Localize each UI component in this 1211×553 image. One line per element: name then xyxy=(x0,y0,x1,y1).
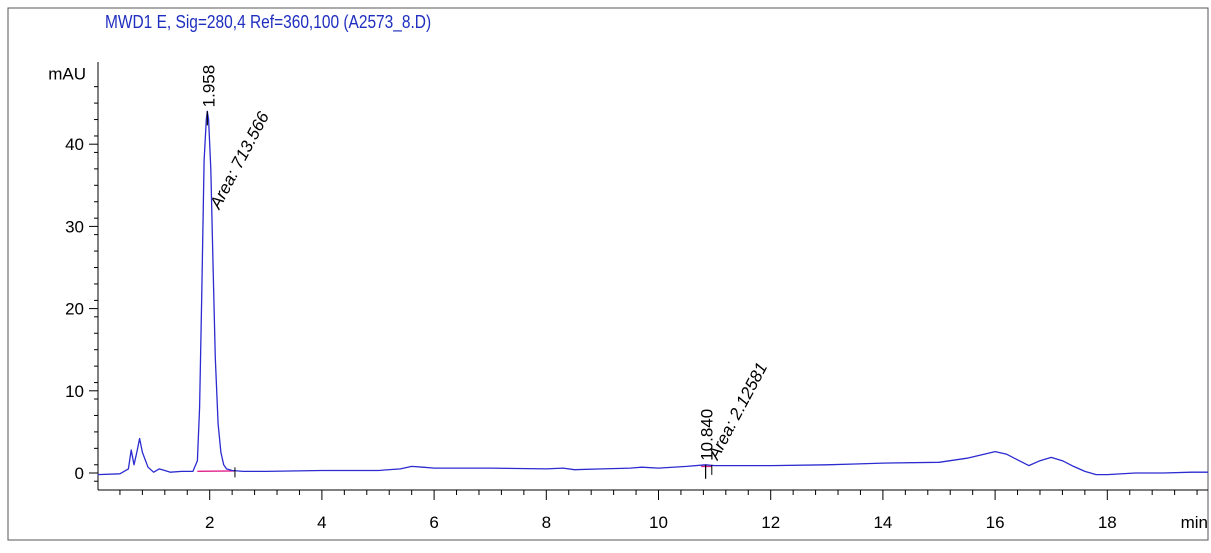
x-tick-label: 2 xyxy=(205,513,214,532)
y-tick-label: 40 xyxy=(65,135,84,154)
y-tick-label: 30 xyxy=(65,217,84,236)
plot-border xyxy=(8,8,1208,540)
x-tick-label: 14 xyxy=(873,513,892,532)
x-tick-label: 18 xyxy=(1098,513,1117,532)
x-tick-label: 16 xyxy=(986,513,1005,532)
x-tick-label: 10 xyxy=(649,513,668,532)
axes: 0 10 20 30 40 mAU 2 4 6 8 10 12 14 16 18 min xyxy=(48,62,1208,532)
series-line xyxy=(98,111,1209,474)
peak-area-label: Area: 713.566 xyxy=(206,108,274,213)
x-tick-label: 12 xyxy=(761,513,780,532)
retention-time-label: 1.958 xyxy=(199,65,218,108)
y-tick-label: 0 xyxy=(75,464,84,483)
y-axis-label: mAU xyxy=(48,65,86,84)
x-tick-label: 4 xyxy=(317,513,326,532)
y-tick-label: 20 xyxy=(65,300,84,319)
x-axis-label: min xyxy=(1181,513,1208,532)
x-tick-label: 6 xyxy=(429,513,438,532)
signal-trace xyxy=(98,111,1209,474)
chart-title: MWD1 E, Sig=280,4 Ref=360,100 (A2573_8.D… xyxy=(105,12,431,33)
x-tick-label: 8 xyxy=(542,513,551,532)
y-tick-label: 10 xyxy=(65,382,84,401)
